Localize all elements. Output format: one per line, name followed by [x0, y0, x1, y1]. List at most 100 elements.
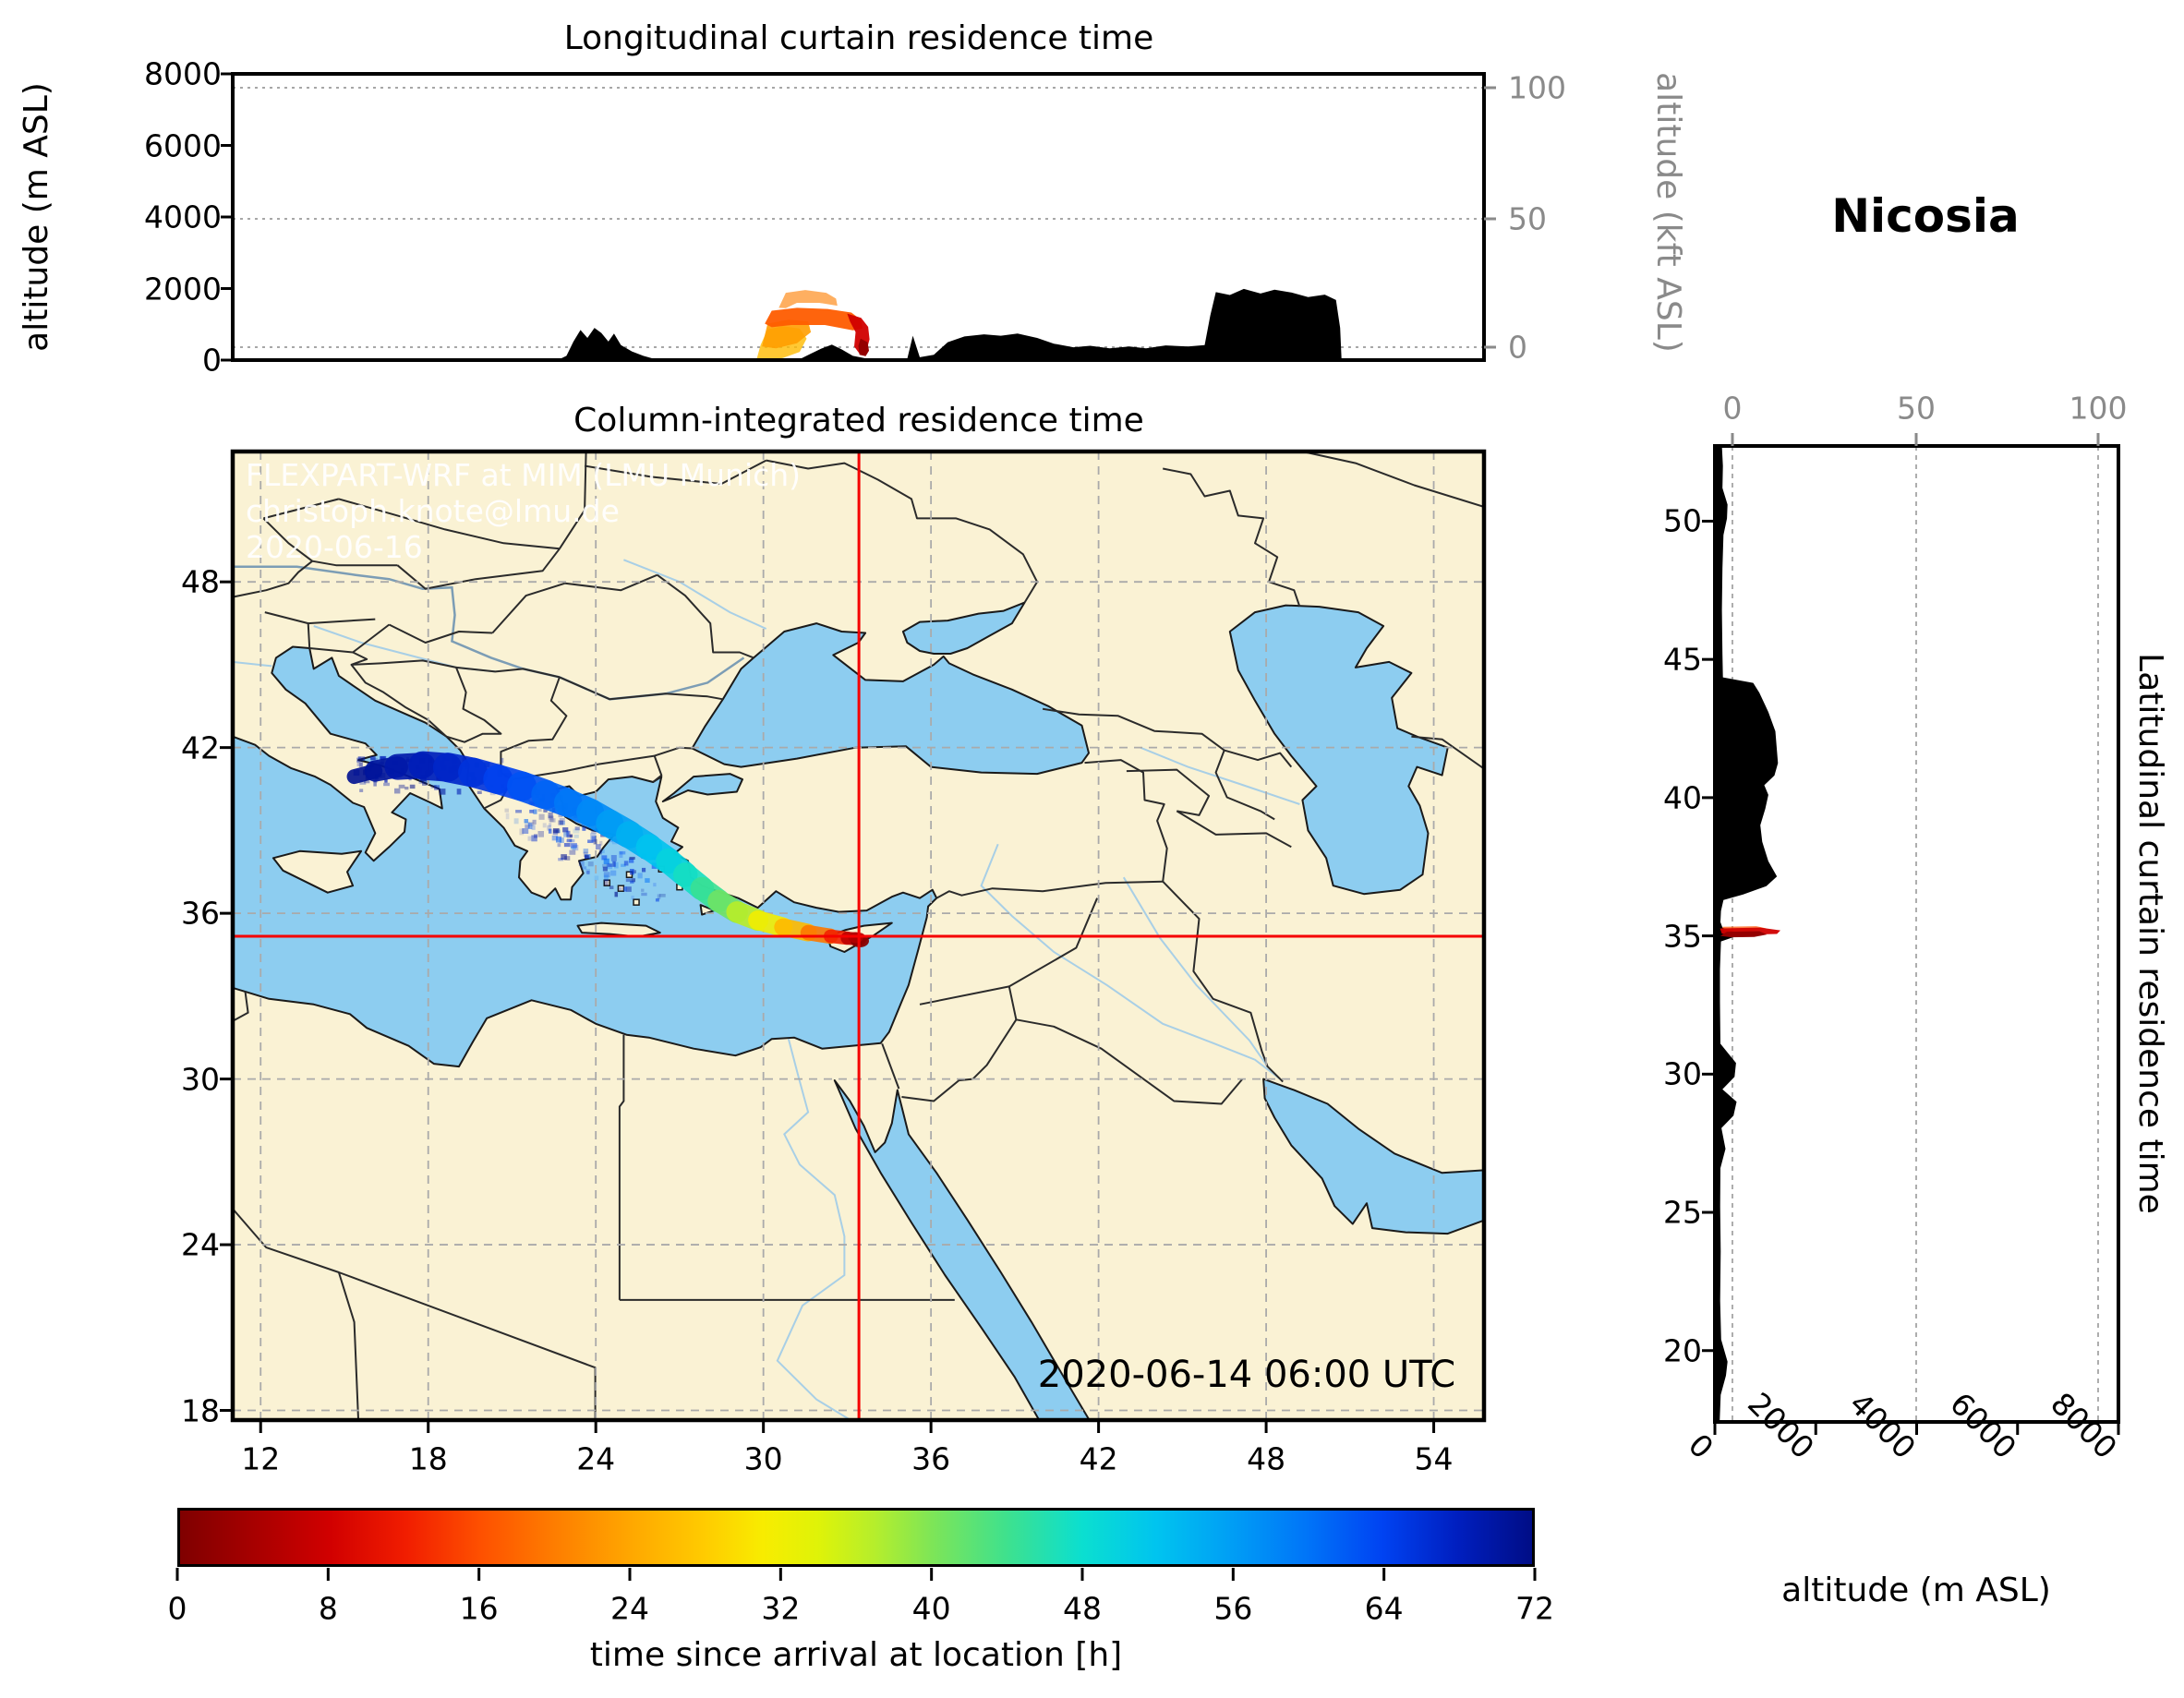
map-lat-tick-label: 18	[181, 1392, 220, 1429]
right-lat-tick-label: 50	[1663, 502, 1702, 539]
colorbar-tick-label: 8	[318, 1590, 338, 1627]
country-border	[618, 1034, 625, 1300]
top-kft-tick-label: 100	[1508, 69, 1566, 106]
map-lon-tick-label: 18	[408, 1440, 448, 1477]
top-panel-ylabel-left: altitude (m ASL)	[18, 82, 55, 352]
lon-curtain-plume-band	[765, 307, 863, 331]
colorbar-tick-label: 56	[1213, 1590, 1253, 1627]
watermark-line-3: 2020-06-16	[246, 528, 423, 565]
country-border	[351, 659, 502, 743]
map-lon-tick-label: 54	[1414, 1440, 1454, 1477]
map-lat-tick-label: 42	[181, 729, 220, 766]
colorbar-tick-label: 16	[459, 1590, 499, 1627]
colorbar-tick-label: 0	[167, 1590, 187, 1627]
top-kft-tick-label: 50	[1508, 200, 1547, 237]
country-border	[881, 1042, 900, 1090]
river	[776, 1038, 852, 1420]
country-border	[388, 623, 493, 644]
river	[1140, 746, 1300, 805]
sea-marmara	[661, 773, 743, 802]
right-lat-tick-label: 35	[1663, 918, 1702, 955]
country-border	[233, 560, 313, 598]
country-border	[308, 618, 376, 625]
map-title: Column-integrated residence time	[573, 402, 1144, 440]
country-border	[1126, 768, 1211, 816]
top-kft-tick-label: 0	[1508, 329, 1527, 366]
map-watermark: FLEXPART-WRF at MIM (LMU Munich) christo…	[246, 457, 802, 566]
sea-black-sea	[691, 622, 1090, 776]
country-border	[262, 517, 313, 562]
country-border	[1084, 759, 1168, 882]
country-border	[233, 992, 249, 1022]
country-border	[263, 498, 340, 520]
right-lat-tick-label: 45	[1663, 641, 1702, 678]
colorbar-tick-label: 64	[1364, 1590, 1404, 1627]
river	[980, 843, 1281, 1080]
lon-curtain-plume-band	[778, 290, 838, 308]
right-kft-tick-label: 100	[2069, 390, 2128, 427]
top-ytick-label: 4000	[144, 199, 222, 235]
map-lon-tick-label: 48	[1247, 1440, 1286, 1477]
right-lat-tick-label: 30	[1663, 1055, 1702, 1092]
country-border	[1214, 750, 1275, 821]
map-lon-tick-label: 24	[576, 1440, 616, 1477]
map-timestamp: 2020-06-14 06:00 UTC	[1037, 1354, 1456, 1396]
map-lon-tick-label: 42	[1079, 1440, 1118, 1477]
lon-curtain-plume-band	[858, 338, 869, 356]
colorbar-tick-label: 32	[761, 1590, 801, 1627]
island	[271, 849, 363, 894]
top-ytick-label: 0	[202, 342, 222, 379]
map-lat-tick-label: 36	[181, 895, 220, 932]
sea-caspian	[1228, 604, 1449, 896]
country-border	[559, 452, 587, 549]
watermark-line-2: christoph.knote@lmu.de	[246, 492, 620, 529]
country-border	[766, 459, 1039, 604]
colorbar	[177, 1508, 1535, 1567]
top-ytick-label: 6000	[144, 127, 222, 163]
colorbar-tick-label: 48	[1063, 1590, 1102, 1627]
map-lat-tick-label: 48	[181, 563, 220, 600]
country-border	[337, 1271, 360, 1420]
map-lon-tick-label: 30	[743, 1440, 783, 1477]
lat-curtain-terrain	[1715, 446, 1779, 1422]
country-border	[657, 573, 754, 659]
right-panel-title: Latitudinal curtain residence time	[2131, 653, 2169, 1214]
country-border	[455, 666, 561, 679]
sea-red-sea	[833, 1079, 1091, 1420]
island	[576, 921, 661, 938]
islet	[603, 879, 611, 886]
lon-curtain-terrain	[233, 288, 1484, 360]
right-lat-tick-label: 25	[1663, 1194, 1702, 1231]
sea-azov	[901, 601, 1026, 655]
country-border	[350, 651, 448, 738]
river	[233, 660, 272, 668]
country-border	[1008, 897, 1099, 988]
islet	[617, 885, 625, 892]
country-border	[584, 459, 767, 485]
lat-curtain-panel	[1702, 433, 2120, 1435]
sea-persian-gulf	[1262, 1078, 1484, 1235]
country-border	[559, 676, 723, 701]
right-kft-tick-label: 50	[1897, 390, 1936, 427]
right-kft-tick-label: 0	[1722, 390, 1743, 427]
country-border	[312, 560, 398, 567]
country-border	[1042, 707, 1293, 768]
watermark-line-1: FLEXPART-WRF at MIM (LMU Munich)	[246, 457, 802, 493]
map-lat-tick-label: 24	[181, 1226, 220, 1263]
lon-curtain-panel	[221, 72, 1496, 362]
top-ytick-label: 2000	[144, 271, 222, 307]
country-border	[396, 548, 561, 590]
right-panel-xlabel: altitude (m ASL)	[1781, 1572, 2051, 1609]
country-border	[1302, 452, 1484, 508]
right-lat-tick-label: 40	[1663, 779, 1702, 816]
country-border	[1176, 810, 1292, 849]
top-panel-ylabel-right: altitude (kft ASL)	[1649, 72, 1687, 353]
map-frame	[230, 449, 1487, 1423]
river	[1122, 876, 1269, 1067]
country-border	[935, 880, 1164, 899]
map-lon-tick-label: 36	[911, 1440, 951, 1477]
country-border	[512, 754, 663, 783]
colorbar-tick-label: 72	[1515, 1590, 1554, 1627]
